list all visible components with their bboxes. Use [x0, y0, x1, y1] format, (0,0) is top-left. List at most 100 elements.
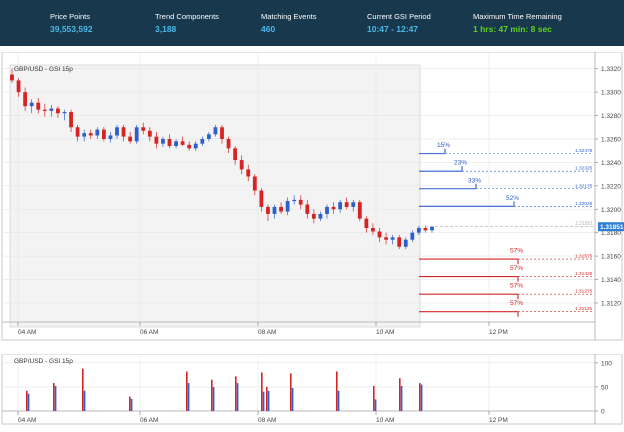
gsi-bar-red — [53, 383, 55, 411]
y-tick-label: 1.3240 — [601, 160, 621, 167]
candle-body — [62, 112, 67, 114]
candle — [259, 188, 264, 212]
sub-y-axis-labels: 100 50 0 — [595, 360, 612, 416]
gsi-bar-pair — [399, 378, 403, 411]
gsi-bar-blue — [212, 386, 215, 411]
candle-body — [161, 138, 165, 144]
candle — [141, 122, 146, 135]
candle-body — [23, 92, 28, 107]
projection-price: 1.31425 — [575, 271, 593, 277]
candle-body — [266, 206, 270, 214]
current-price-label: 1.31851 — [600, 224, 624, 231]
gsi-bar-blue — [291, 387, 294, 411]
candle — [121, 124, 126, 142]
candle-body — [311, 213, 316, 219]
sub-chart-frame — [1, 354, 623, 425]
candle — [16, 78, 21, 97]
candle — [75, 124, 80, 142]
candle-body — [101, 129, 106, 139]
projection-price: 1.32325 — [575, 166, 593, 172]
candle-body — [371, 227, 375, 232]
y-tick-label: 1.3160 — [601, 254, 621, 261]
projection-up: 33% 1.32175 — [419, 177, 593, 190]
candle — [154, 131, 159, 149]
sub-x-tick-label: 10 AM — [376, 417, 394, 424]
gsi-bar-red — [266, 386, 268, 411]
gsi-bar-blue — [83, 390, 86, 411]
candle-body — [42, 109, 47, 111]
stats-bar: Price Points 39,553,592 Trend Components… — [0, 0, 624, 46]
gsi-bar-pair — [82, 368, 86, 411]
candle — [384, 232, 388, 245]
candle-body — [226, 138, 231, 149]
current-price-badge — [598, 222, 624, 232]
candle-body — [187, 144, 192, 149]
candle — [377, 227, 382, 243]
gsi-bar-pair — [211, 379, 215, 411]
x-tick-label: 10 AM — [376, 329, 394, 336]
candle — [167, 134, 172, 149]
gsi-bar-red — [290, 373, 292, 411]
history-background — [9, 64, 421, 328]
candle — [344, 197, 349, 210]
x-tick-label: 08 AM — [258, 329, 276, 336]
candle-body — [10, 74, 14, 81]
current-price-ghost-label: 1.31851 — [575, 221, 593, 227]
sub-x-tick-label: 12 PM — [489, 417, 508, 424]
candle — [108, 131, 113, 143]
y-tick-label: 1.3260 — [601, 136, 621, 143]
candle — [364, 216, 369, 233]
gsi-bar-pair — [235, 376, 239, 411]
candle-body — [410, 232, 415, 240]
gsi-bar-red — [211, 379, 213, 411]
candle — [272, 204, 277, 219]
candle-body — [351, 202, 356, 207]
gsi-bar-chart[interactable]: 100 50 0 04 AM 06 AM 08 AM 10 AM 12 PM GBP/USD… — [0, 354, 624, 426]
candle — [233, 146, 238, 165]
candle-body — [252, 176, 257, 191]
candle — [10, 68, 14, 83]
candle — [397, 235, 402, 250]
candle — [371, 223, 375, 236]
candle — [23, 87, 28, 111]
candle-body — [325, 206, 329, 214]
gsi-bar-blue — [400, 385, 403, 411]
y-tick-label: 1.3140 — [601, 277, 621, 284]
candle-body — [292, 199, 297, 202]
candle-body — [56, 108, 60, 114]
gsi-bar-pair — [373, 385, 377, 411]
candle-body — [423, 227, 428, 231]
candle-body — [206, 134, 211, 139]
candle — [95, 127, 100, 139]
projection-probability: 57% — [510, 300, 523, 307]
candle — [36, 97, 41, 114]
projection-probability: 57% — [510, 283, 523, 290]
gsi-bar-blue — [54, 385, 57, 411]
candle-body — [430, 226, 434, 231]
candle-body — [338, 202, 343, 210]
candle — [134, 124, 139, 144]
gsi-bar-blue — [337, 390, 340, 411]
candle — [82, 129, 87, 142]
candle — [331, 202, 336, 214]
sub-x-axis-labels: 04 AM 06 AM 08 AM 10 AM 12 PM — [17, 411, 508, 424]
projection-price: 1.31575 — [575, 254, 593, 260]
projection-price: 1.32175 — [575, 183, 593, 189]
candle — [305, 199, 310, 219]
gsi-bar-pair — [336, 371, 340, 411]
price-chart[interactable]: 1.3320 1.3300 1.3280 1.3260 1.3240 1.3220 1.32… — [0, 52, 624, 342]
candle — [200, 136, 205, 147]
candle-body — [318, 213, 323, 219]
candle — [292, 195, 297, 205]
gsi-bars — [26, 368, 423, 411]
gsi-bar-blue — [420, 384, 423, 411]
candle — [226, 136, 231, 154]
gsi-bar-blue — [236, 383, 239, 411]
candle-body — [384, 237, 388, 240]
candle — [42, 103, 47, 117]
candle — [279, 202, 283, 214]
stat-value: 1 hrs: 47 min: 8 sec — [473, 24, 552, 34]
candle-body — [331, 206, 336, 210]
gsi-bar-red — [419, 383, 421, 411]
projection-up: 15% 1.32475 — [419, 142, 593, 155]
